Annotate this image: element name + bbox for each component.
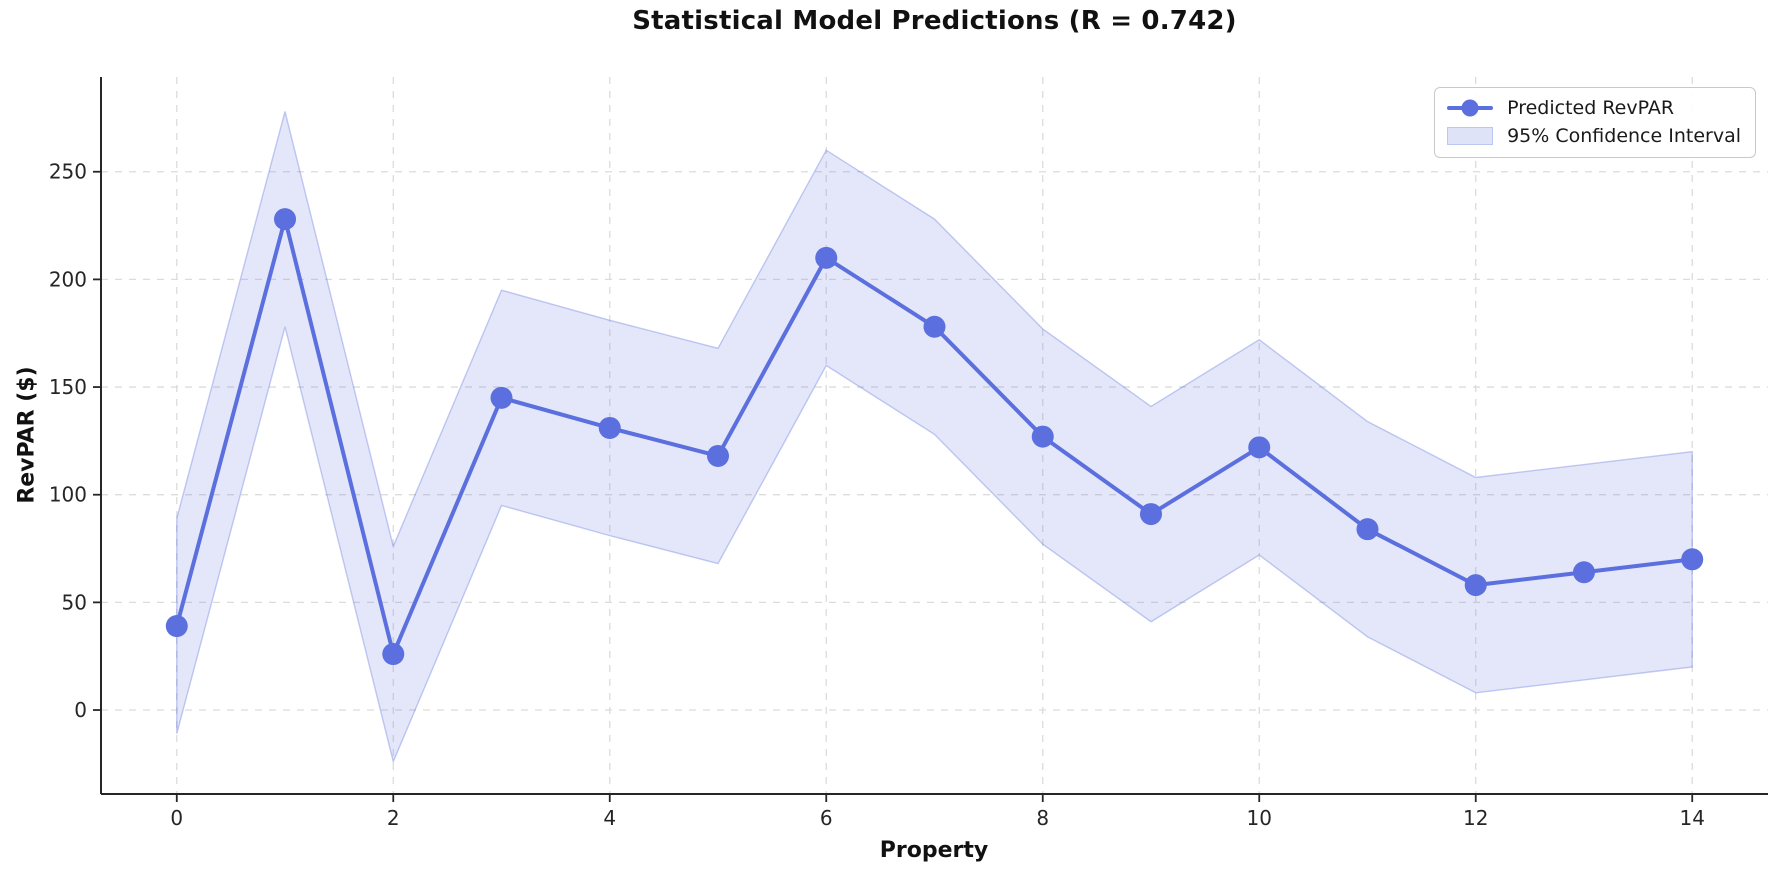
x-tick-label: 10 (1247, 806, 1272, 830)
data-point-marker (165, 615, 188, 638)
x-tick-label: 6 (820, 806, 833, 830)
data-point-marker (490, 386, 513, 409)
confidence-band (176, 111, 1693, 764)
legend-entry-predicted: Predicted RevPAR (1447, 97, 1741, 119)
data-point-marker (1248, 436, 1271, 459)
y-tick-label: 50 (62, 590, 87, 614)
data-point-marker (923, 315, 946, 338)
data-point-marker (815, 246, 838, 269)
y-tick-label: 150 (49, 375, 87, 399)
data-point-marker (598, 416, 621, 439)
legend-entry-label: Predicted RevPAR (1507, 97, 1675, 119)
legend-band-patch-icon (1447, 127, 1494, 145)
data-point-marker (1139, 503, 1162, 526)
y-tick-label: 250 (49, 160, 87, 184)
legend: Predicted RevPAR 95% Confidence Interval (1434, 87, 1756, 158)
x-tick-label: 0 (170, 806, 183, 830)
legend-entry-label: 95% Confidence Interval (1507, 125, 1741, 147)
y-tick-label: 200 (49, 267, 87, 291)
x-tick-label: 2 (387, 806, 400, 830)
x-tick-label: 12 (1463, 806, 1488, 830)
y-tick-label: 100 (49, 483, 87, 507)
data-point-marker (1464, 574, 1487, 597)
x-tick-label: 4 (603, 806, 616, 830)
x-tick-label: 14 (1680, 806, 1705, 830)
y-axis-label: RevPAR ($) (14, 366, 40, 504)
legend-marker-dot (1461, 99, 1479, 117)
data-point-marker (274, 208, 297, 231)
x-axis-label: Property (879, 838, 989, 863)
x-tick-label: 8 (1036, 806, 1049, 830)
data-point-marker (382, 643, 405, 666)
data-point-marker (1031, 425, 1054, 448)
y-tick-label: 0 (74, 698, 87, 722)
data-point-marker (1681, 548, 1704, 571)
data-point-marker (707, 444, 730, 467)
legend-entry-confidence: 95% Confidence Interval (1447, 125, 1741, 147)
data-point-marker (1356, 518, 1379, 541)
chart-title: Statistical Model Predictions (R = 0.742… (632, 6, 1237, 36)
legend-line-marker-icon (1447, 98, 1494, 118)
data-point-marker (1572, 561, 1595, 584)
